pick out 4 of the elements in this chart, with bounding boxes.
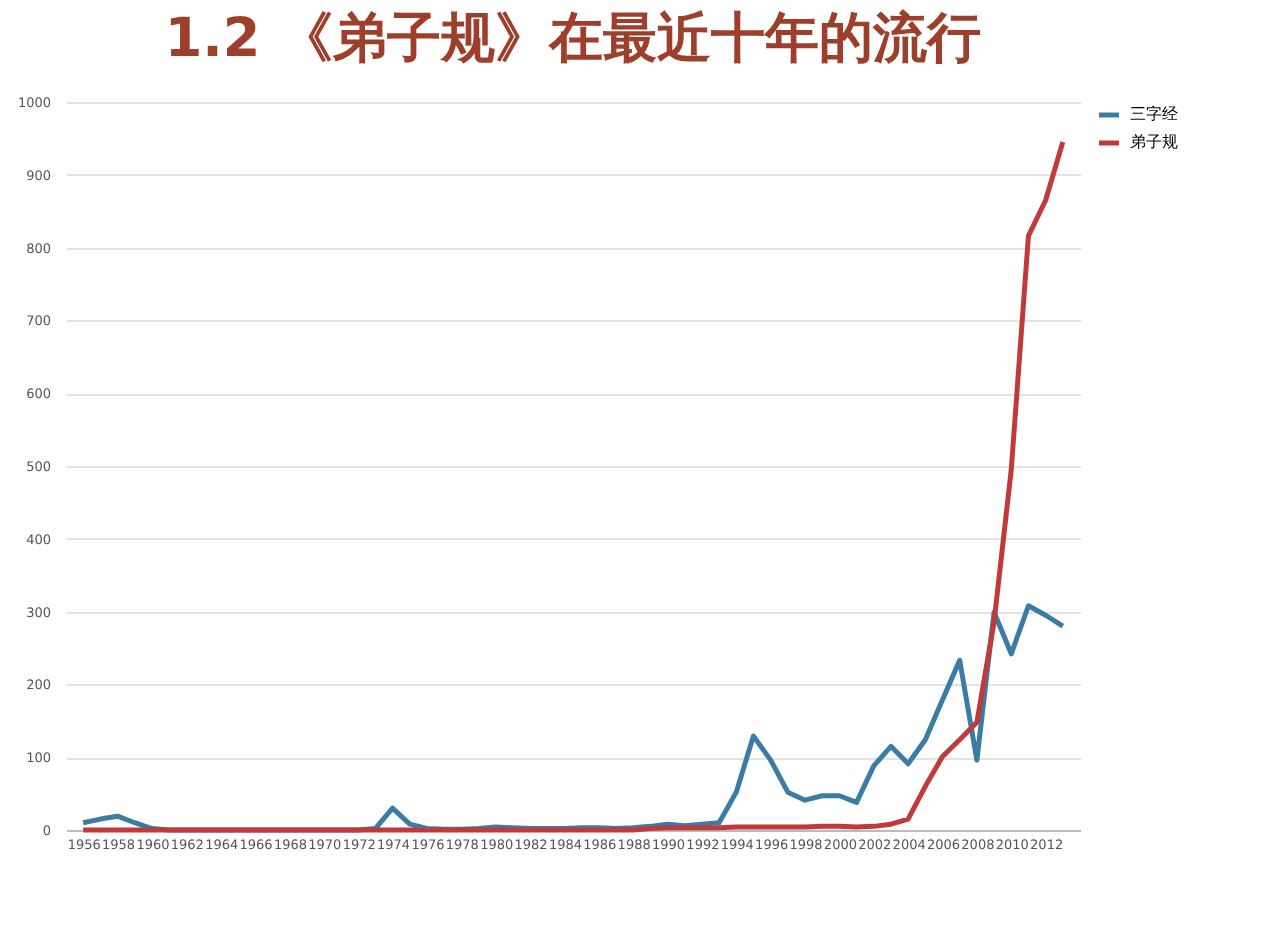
chart-title: 1.2 《弟子规》在最近十年的流行 [164, 8, 982, 70]
line-series [80, 139, 1066, 833]
legend-label: 三字经 [1130, 105, 1178, 123]
legend-label: 弟子规 [1130, 133, 1178, 151]
